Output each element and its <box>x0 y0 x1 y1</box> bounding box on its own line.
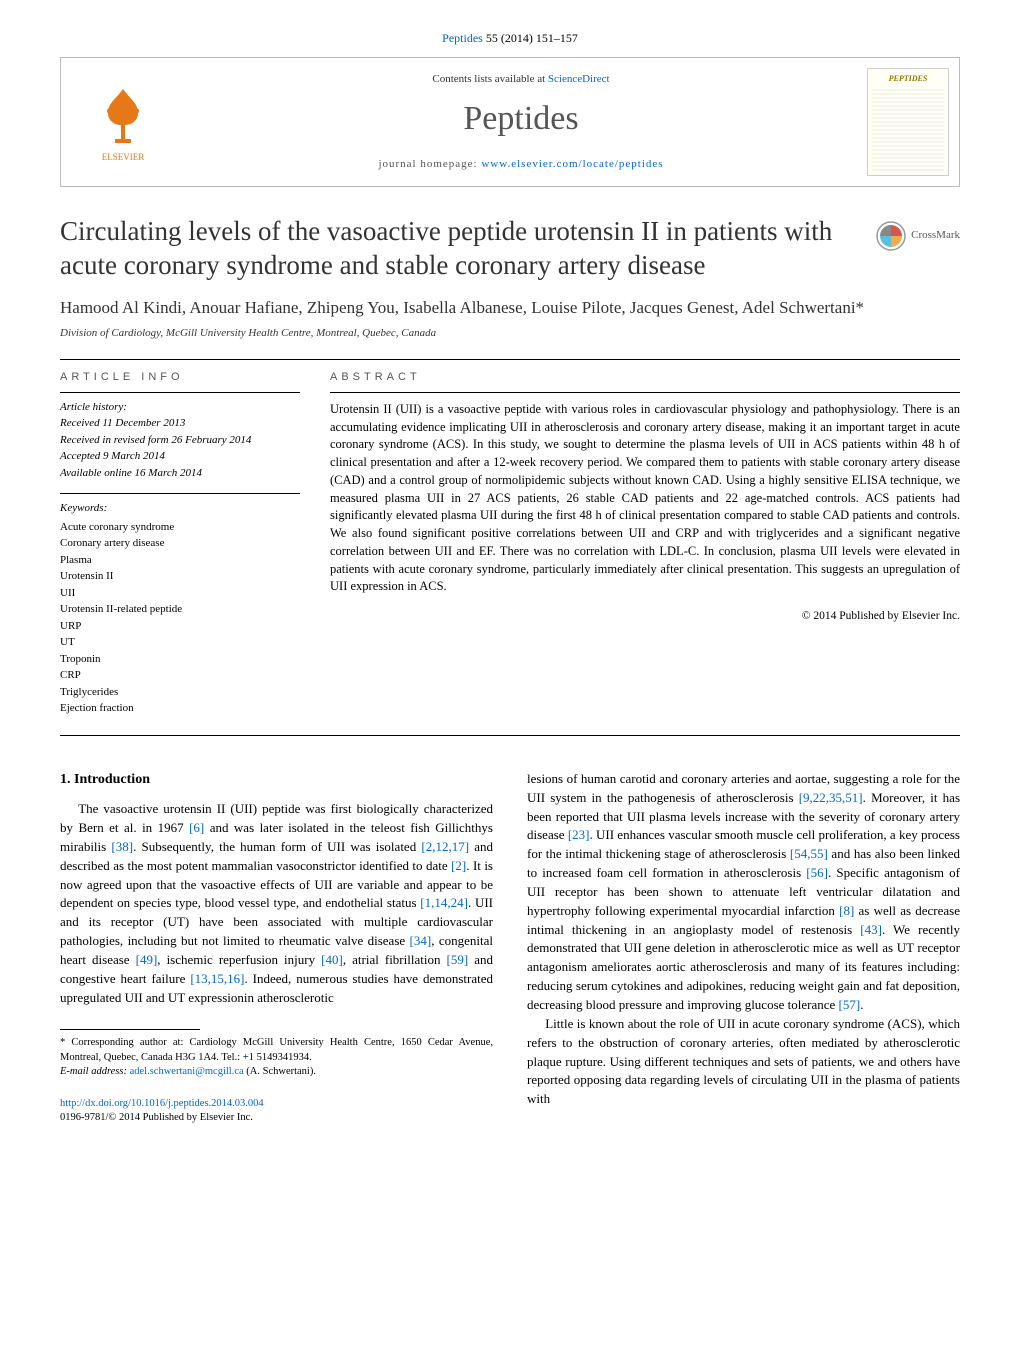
keyword: Urotensin II-related peptide <box>60 603 182 615</box>
elsevier-tree-icon <box>88 81 158 151</box>
article-title: Circulating levels of the vasoactive pep… <box>60 215 876 283</box>
body-paragraph: lesions of human carotid and coronary ar… <box>527 770 960 1015</box>
footnote-text: * Corresponding author at: Cardiology Mc… <box>60 1036 493 1064</box>
homepage-link[interactable]: www.elsevier.com/locate/peptides <box>481 158 663 170</box>
divider <box>60 359 960 360</box>
body-col-left: 1. Introduction The vasoactive urotensin… <box>60 770 493 1125</box>
cover-label: PEPTIDES <box>889 73 928 84</box>
elsevier-label: ELSEVIER <box>102 151 145 164</box>
ref-link[interactable]: [9,22,35,51] <box>799 790 863 805</box>
divider <box>330 392 960 393</box>
body-col-right: lesions of human carotid and coronary ar… <box>527 770 960 1125</box>
doi-link[interactable]: http://dx.doi.org/10.1016/j.peptides.201… <box>60 1098 264 1109</box>
journal-name: Peptides <box>185 95 857 143</box>
contents-prefix: Contents lists available at <box>432 73 547 85</box>
ref-link[interactable]: [8] <box>839 903 854 918</box>
abstract-column: ABSTRACT Urotensin II (UII) is a vasoact… <box>330 370 960 716</box>
crossmark-widget[interactable]: CrossMark <box>876 215 960 251</box>
history-label: Article history: <box>60 401 127 413</box>
email-label: E-mail address: <box>60 1066 130 1077</box>
keyword: URP <box>60 620 81 632</box>
ref-link[interactable]: [49] <box>136 952 158 967</box>
abstract-heading: ABSTRACT <box>330 370 960 385</box>
ref-link[interactable]: [57] <box>839 997 861 1012</box>
divider <box>60 735 960 736</box>
email-suffix: (A. Schwertani). <box>244 1066 316 1077</box>
crossmark-icon <box>876 221 906 251</box>
article-info-column: ARTICLE INFO Article history: Received 1… <box>60 370 300 716</box>
article-history: Article history: Received 11 December 20… <box>60 399 300 482</box>
body-paragraph: Little is known about the role of UII in… <box>527 1015 960 1109</box>
text-run: , ischemic reperfusion injury <box>157 952 321 967</box>
history-item: Received in revised form 26 February 201… <box>60 434 251 446</box>
citation-ref: 55 (2014) 151–157 <box>486 31 578 45</box>
keyword: Triglycerides <box>60 686 118 698</box>
ref-link[interactable]: [13,15,16] <box>190 971 244 986</box>
text-run: , atrial fibrillation <box>343 952 447 967</box>
ref-link[interactable]: [6] <box>189 820 204 835</box>
footer-links: http://dx.doi.org/10.1016/j.peptides.201… <box>60 1097 493 1125</box>
keyword: Plasma <box>60 554 92 566</box>
citation-journal-link[interactable]: Peptides <box>442 31 483 45</box>
homepage-prefix: journal homepage: <box>378 158 481 170</box>
keyword: UII <box>60 587 75 599</box>
keyword: Acute coronary syndrome <box>60 521 174 533</box>
history-item: Available online 16 March 2014 <box>60 467 202 479</box>
history-item: Accepted 9 March 2014 <box>60 450 165 462</box>
text-run: . Subsequently, the human form of UII wa… <box>133 839 421 854</box>
journal-cover-thumb: PEPTIDES <box>867 68 949 176</box>
abstract-text: Urotensin II (UII) is a vasoactive pepti… <box>330 401 960 596</box>
ref-link[interactable]: [2] <box>451 858 466 873</box>
article-info-heading: ARTICLE INFO <box>60 370 300 385</box>
author-list: Hamood Al Kindi, Anouar Hafiane, Zhipeng… <box>60 296 960 320</box>
text-run: . <box>860 997 863 1012</box>
history-item: Received 11 December 2013 <box>60 417 185 429</box>
ref-link[interactable]: [54,55] <box>790 846 828 861</box>
sciencedirect-link[interactable]: ScienceDirect <box>548 73 610 85</box>
citation-line: Peptides 55 (2014) 151–157 <box>60 30 960 47</box>
ref-link[interactable]: [34] <box>410 933 432 948</box>
ref-link[interactable]: [1,14,24] <box>420 895 468 910</box>
ref-link[interactable]: [38] <box>111 839 133 854</box>
ref-link[interactable]: [43] <box>860 922 882 937</box>
divider <box>60 493 300 494</box>
keyword: Troponin <box>60 653 101 665</box>
contents-line: Contents lists available at ScienceDirec… <box>185 72 857 87</box>
footnote-rule <box>60 1029 200 1030</box>
abstract-copyright: © 2014 Published by Elsevier Inc. <box>330 608 960 624</box>
journal-header: ELSEVIER Contents lists available at Sci… <box>60 57 960 187</box>
ref-link[interactable]: [40] <box>321 952 343 967</box>
homepage-line: journal homepage: www.elsevier.com/locat… <box>185 157 857 172</box>
elsevier-logo: ELSEVIER <box>73 72 173 172</box>
intro-heading: 1. Introduction <box>60 770 493 790</box>
body-text: 1. Introduction The vasoactive urotensin… <box>60 770 960 1125</box>
ref-link[interactable]: [23] <box>568 827 590 842</box>
divider <box>60 392 300 393</box>
keyword: UT <box>60 636 75 648</box>
keyword: Urotensin II <box>60 570 113 582</box>
corresponding-author-footnote: * Corresponding author at: Cardiology Mc… <box>60 1036 493 1079</box>
ref-link[interactable]: [2,12,17] <box>421 839 469 854</box>
keywords-label: Keywords: <box>60 500 300 517</box>
body-paragraph: The vasoactive urotensin II (UII) peptid… <box>60 800 493 1007</box>
issn-line: 0196-9781/© 2014 Published by Elsevier I… <box>60 1112 253 1123</box>
ref-link[interactable]: [59] <box>447 952 469 967</box>
crossmark-label: CrossMark <box>911 228 960 243</box>
keyword: Ejection fraction <box>60 702 134 714</box>
keywords: Keywords: Acute coronary syndrome Corona… <box>60 500 300 717</box>
affiliation: Division of Cardiology, McGill Universit… <box>60 326 960 341</box>
ref-link[interactable]: [56] <box>806 865 828 880</box>
keyword: Coronary artery disease <box>60 537 164 549</box>
keyword: CRP <box>60 669 81 681</box>
email-link[interactable]: adel.schwertani@mcgill.ca <box>130 1066 244 1077</box>
